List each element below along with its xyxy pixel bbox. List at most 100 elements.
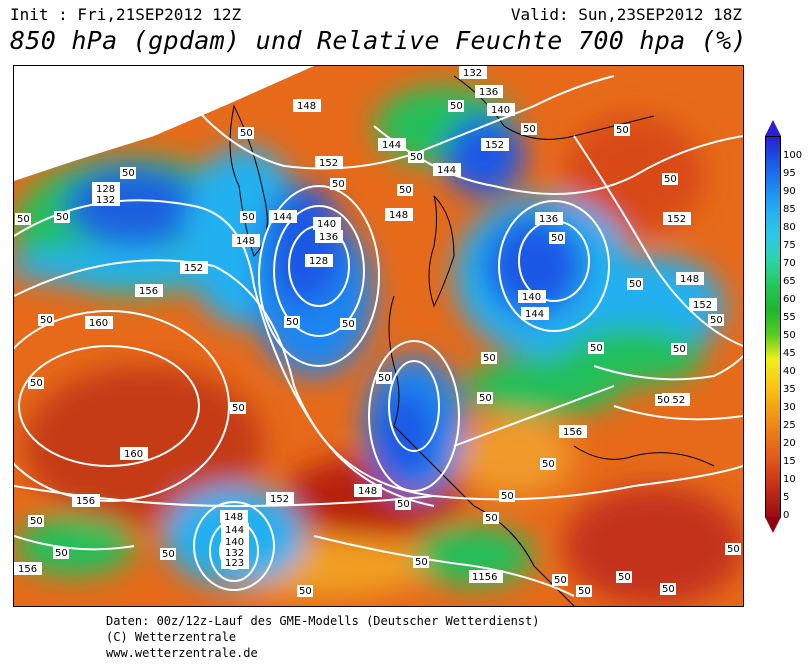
humidity-label: 50 xyxy=(540,458,556,470)
svg-text:50: 50 xyxy=(286,317,299,328)
humidity-colorbar xyxy=(765,136,781,518)
height-label: 148 xyxy=(385,208,413,221)
svg-text:123: 123 xyxy=(225,558,244,569)
svg-text:50: 50 xyxy=(485,513,498,524)
humidity-label: 50 xyxy=(330,178,346,190)
colorbar-tick: 40 xyxy=(783,366,796,377)
height-label-group: 132 136 140 148 152 144 128 156 160 144 … xyxy=(14,66,717,583)
copyright-text: (C) Wetterzentrale xyxy=(106,630,237,644)
height-label: 132 xyxy=(459,66,487,79)
humidity-label: 50 xyxy=(120,167,136,179)
height-label: 144 xyxy=(221,523,249,536)
svg-text:144: 144 xyxy=(382,140,401,151)
svg-text:156: 156 xyxy=(563,427,582,438)
height-label: 152 xyxy=(266,492,294,505)
data-source-credit: Daten: 00z/12z-Lauf des GME-Modells (Deu… xyxy=(106,614,540,628)
valid-time: Valid: Sun,23SEP2012 18Z xyxy=(510,5,742,24)
svg-text:50: 50 xyxy=(399,185,412,196)
map-canvas: 132 136 140 148 152 144 128 156 160 144 … xyxy=(14,66,743,606)
colorbar-tick: 75 xyxy=(783,240,796,251)
svg-text:50: 50 xyxy=(616,125,629,136)
svg-text:1156: 1156 xyxy=(472,572,497,583)
height-label: 144 xyxy=(378,138,406,151)
colorbar-tick: 5 xyxy=(783,492,790,503)
height-label: 156 xyxy=(14,562,42,575)
height-label: 1156 xyxy=(469,570,503,583)
svg-text:50: 50 xyxy=(342,319,355,330)
colorbar-tick: 65 xyxy=(783,276,796,287)
svg-text:144: 144 xyxy=(437,165,456,176)
height-label: 148 xyxy=(293,99,321,112)
colorbar-tick: 15 xyxy=(783,456,796,467)
height-label: 132 xyxy=(92,193,120,206)
height-label: 152 xyxy=(180,261,208,274)
height-label: 132 xyxy=(221,546,249,559)
humidity-label: 50 xyxy=(408,151,424,163)
humidity-label: 50 xyxy=(340,318,356,330)
height-label: 152 xyxy=(689,298,717,311)
svg-text:50: 50 xyxy=(232,403,245,414)
svg-text:50: 50 xyxy=(40,315,53,326)
height-label: 160 xyxy=(120,447,148,460)
humidity-label: 50 xyxy=(614,124,630,136)
svg-text:50: 50 xyxy=(30,378,43,389)
svg-text:50: 50 xyxy=(378,373,391,384)
svg-text:132: 132 xyxy=(96,195,115,206)
svg-text:50: 50 xyxy=(242,212,255,223)
svg-text:50: 50 xyxy=(410,152,423,163)
humidity-label: 50 xyxy=(481,352,497,364)
svg-text:50: 50 xyxy=(501,491,514,502)
height-label: 148 xyxy=(354,484,382,497)
svg-text:50: 50 xyxy=(299,586,312,597)
humidity-label: 50 xyxy=(655,394,671,406)
height-label: 140 xyxy=(221,535,249,548)
height-label: 128 xyxy=(305,254,333,267)
svg-text:50: 50 xyxy=(662,584,675,595)
height-label: 156 xyxy=(135,284,163,297)
humidity-label-group: 50 50 50 50 50 50 50 50 50 50 50 50 50 5… xyxy=(15,100,741,597)
svg-text:144: 144 xyxy=(525,309,544,320)
humidity-label: 50 xyxy=(160,548,176,560)
height-label: 152 xyxy=(315,156,343,169)
svg-text:140: 140 xyxy=(491,105,510,116)
humidity-label: 50 xyxy=(725,543,741,555)
svg-text:148: 148 xyxy=(358,486,377,497)
colorbar-tick: 85 xyxy=(783,204,796,215)
height-label: 136 xyxy=(475,85,503,98)
svg-text:128: 128 xyxy=(96,184,115,195)
svg-text:50: 50 xyxy=(17,214,30,225)
colorbar-tick: 25 xyxy=(783,420,796,431)
humidity-label: 50 xyxy=(483,512,499,524)
website-link[interactable]: www.wetterzentrale.de xyxy=(106,646,258,660)
humidity-label: 50 xyxy=(448,100,464,112)
humidity-label: 50 xyxy=(708,314,724,326)
colorbar-tick: 30 xyxy=(783,402,796,413)
svg-text:136: 136 xyxy=(479,87,498,98)
svg-text:50: 50 xyxy=(483,353,496,364)
height-label: 128 xyxy=(92,182,120,195)
svg-text:50: 50 xyxy=(450,101,463,112)
humidity-label: 50 xyxy=(671,343,687,355)
svg-text:152: 152 xyxy=(693,300,712,311)
svg-text:50: 50 xyxy=(162,549,175,560)
colorbar-top-arrow xyxy=(765,120,781,136)
svg-text:140: 140 xyxy=(317,219,336,230)
height-label: 123 xyxy=(221,556,249,569)
height-label: 144 xyxy=(433,163,461,176)
svg-text:156: 156 xyxy=(139,286,158,297)
colorbar-tick: 0 xyxy=(783,510,790,521)
humidity-label: 50 xyxy=(240,211,256,223)
svg-text:50: 50 xyxy=(415,557,428,568)
humidity-label: 50 xyxy=(28,515,44,527)
svg-text:140: 140 xyxy=(225,537,244,548)
svg-text:50: 50 xyxy=(55,548,68,559)
humidity-label: 50 xyxy=(297,585,313,597)
svg-text:152: 152 xyxy=(270,494,289,505)
no-data-area xyxy=(14,66,314,181)
height-label: 148 xyxy=(232,234,260,247)
height-label: 136 xyxy=(315,230,343,243)
svg-text:128: 128 xyxy=(309,256,328,267)
humidity-label: 50 xyxy=(552,574,568,586)
svg-text:50: 50 xyxy=(240,128,253,139)
height-label: 156 xyxy=(72,494,100,507)
